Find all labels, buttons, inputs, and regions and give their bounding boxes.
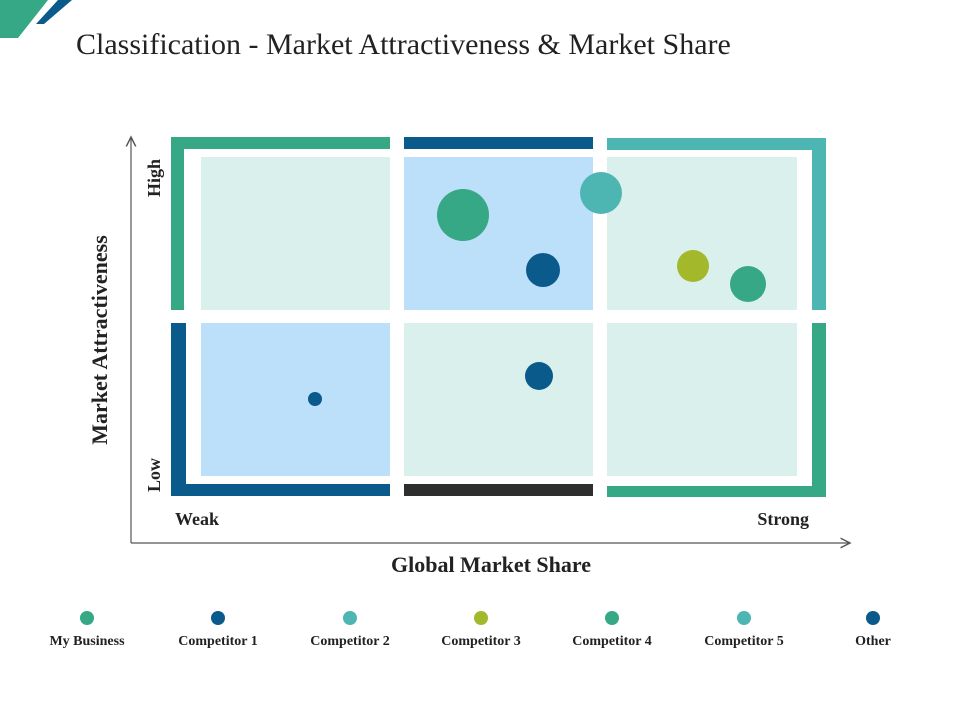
legend: My Business Competitor 1 Competitor 2 Co… (20, 606, 940, 666)
legend-dot (866, 611, 880, 625)
legend-label: Competitor 4 (572, 634, 652, 649)
legend-item: Competitor 3 (416, 606, 546, 650)
legend-dot (474, 611, 488, 625)
legend-item: My Business (22, 606, 152, 650)
quadrant-bottom-right-fill (607, 323, 797, 476)
legend-item: Competitor 5 (679, 606, 809, 650)
quadrant-top-left-fill (201, 157, 390, 310)
quadrant-top-middle-border (404, 137, 593, 149)
legend-label: Competitor 1 (178, 634, 258, 649)
quadrant-bottom-middle-border (404, 484, 593, 496)
bubble (308, 392, 322, 406)
quadrant-bottom-left-fill (201, 323, 390, 476)
legend-label: Competitor 5 (704, 634, 784, 649)
legend-label: Other (855, 634, 891, 649)
corner-decoration (0, 0, 72, 38)
bubble (525, 362, 553, 390)
legend-dot (211, 611, 225, 625)
bubble (730, 266, 766, 302)
legend-dot (343, 611, 357, 625)
x-axis-strong-label: Strong (757, 509, 809, 529)
legend-item: Competitor 4 (547, 606, 677, 650)
legend-dot (737, 611, 751, 625)
y-axis-label: Market Attractiveness (87, 235, 112, 445)
x-axis-label: Global Market Share (391, 552, 591, 577)
bubble (677, 250, 709, 282)
y-axis-high-label: High (144, 159, 164, 197)
legend-label: Competitor 2 (310, 634, 390, 649)
legend-item: Competitor 1 (153, 606, 283, 650)
quadrant-top-middle-fill (404, 157, 593, 310)
bubble (437, 189, 489, 241)
x-axis-weak-label: Weak (175, 509, 219, 529)
bubble (580, 172, 622, 214)
legend-dot (605, 611, 619, 625)
y-axis-low-label: Low (144, 458, 164, 492)
legend-label: My Business (49, 634, 125, 649)
legend-label: Competitor 3 (441, 634, 521, 649)
quadrant-top-right-fill (607, 157, 797, 310)
legend-dot (80, 611, 94, 625)
slide-title: Classification - Market Attractiveness &… (76, 28, 731, 61)
quadrant-bottom-middle-fill (404, 323, 593, 476)
bubble (526, 253, 560, 287)
legend-item: Competitor 2 (285, 606, 415, 650)
legend-item: Other (808, 606, 938, 650)
classification-matrix: Market Attractiveness High Low Weak Stro… (87, 0, 960, 577)
